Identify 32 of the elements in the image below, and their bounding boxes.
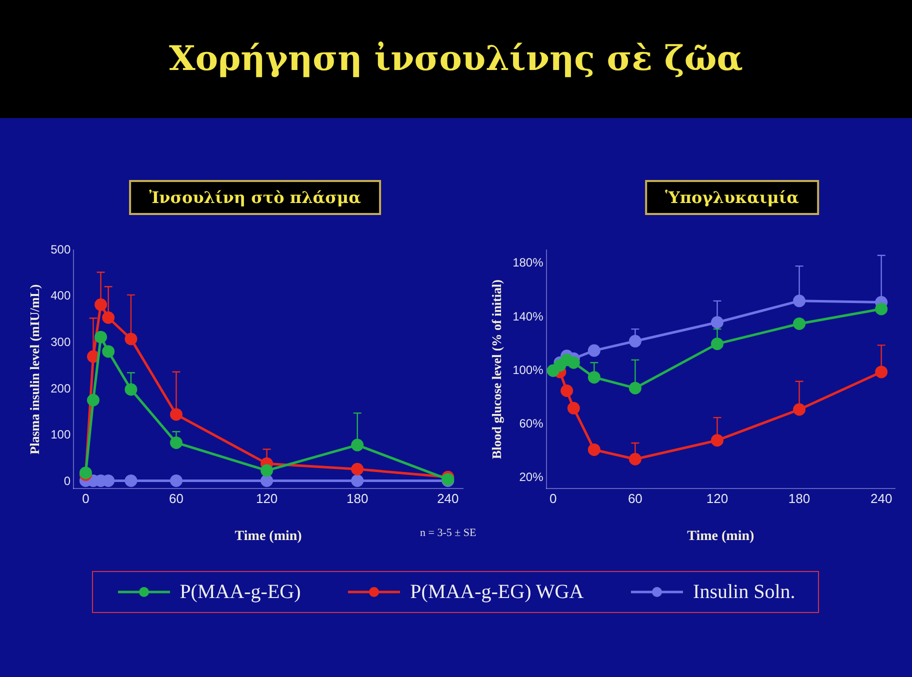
y-tick-label: 100 (50, 428, 71, 442)
y-tick-label: 500 (50, 242, 71, 256)
y-tick-label: 400 (50, 288, 71, 303)
y-tick-label: 20% (519, 470, 544, 484)
x-tick-label: 240 (437, 490, 459, 506)
x-tick-label: 240 (870, 490, 892, 506)
chart-title: Χορήγηση ἰνσουλίνης σὲ ζῶα (0, 0, 912, 118)
x-axis-title: Time (min) (687, 529, 754, 544)
x-tick-label: 60 (628, 490, 642, 506)
y-tick-label: 140% (512, 309, 544, 324)
x-tick-label: 0 (82, 490, 90, 506)
x-tick-label: 180 (346, 490, 368, 506)
text: n = 3-5 ± SE (420, 527, 476, 539)
y-axis-title: Plasma insulin level (mIU/mL) (27, 284, 42, 454)
x-axis-title: Time (min) (234, 529, 302, 544)
x-tick-label: 120 (706, 490, 728, 506)
y-tick-label: 180% (512, 256, 544, 270)
legend-label: Insulin Soln. (693, 580, 796, 604)
y-tick-label: 300 (50, 334, 71, 349)
x-tick-label: 0 (550, 490, 557, 506)
y-tick-label: 0 (64, 474, 71, 488)
x-tick-label: 60 (169, 490, 184, 506)
x-tick-label: 120 (256, 490, 278, 506)
y-axis-title: Blood glucose level (% of initial) (489, 280, 504, 460)
y-tick-label: 200 (50, 381, 71, 396)
y-tick-label: 60% (519, 416, 544, 431)
chart-subtitle: Ὑπογλυκαιμία (645, 180, 819, 215)
y-tick-label: 100% (512, 362, 544, 377)
x-tick-label: 180 (788, 490, 810, 506)
legend-label: P(MAA-g-EG) WGA (410, 580, 584, 604)
legend-label: P(MAA-g-EG) (180, 580, 301, 604)
chart-subtitle: Ἰνσουλίνη στὸ πλάσμα (129, 180, 381, 215)
